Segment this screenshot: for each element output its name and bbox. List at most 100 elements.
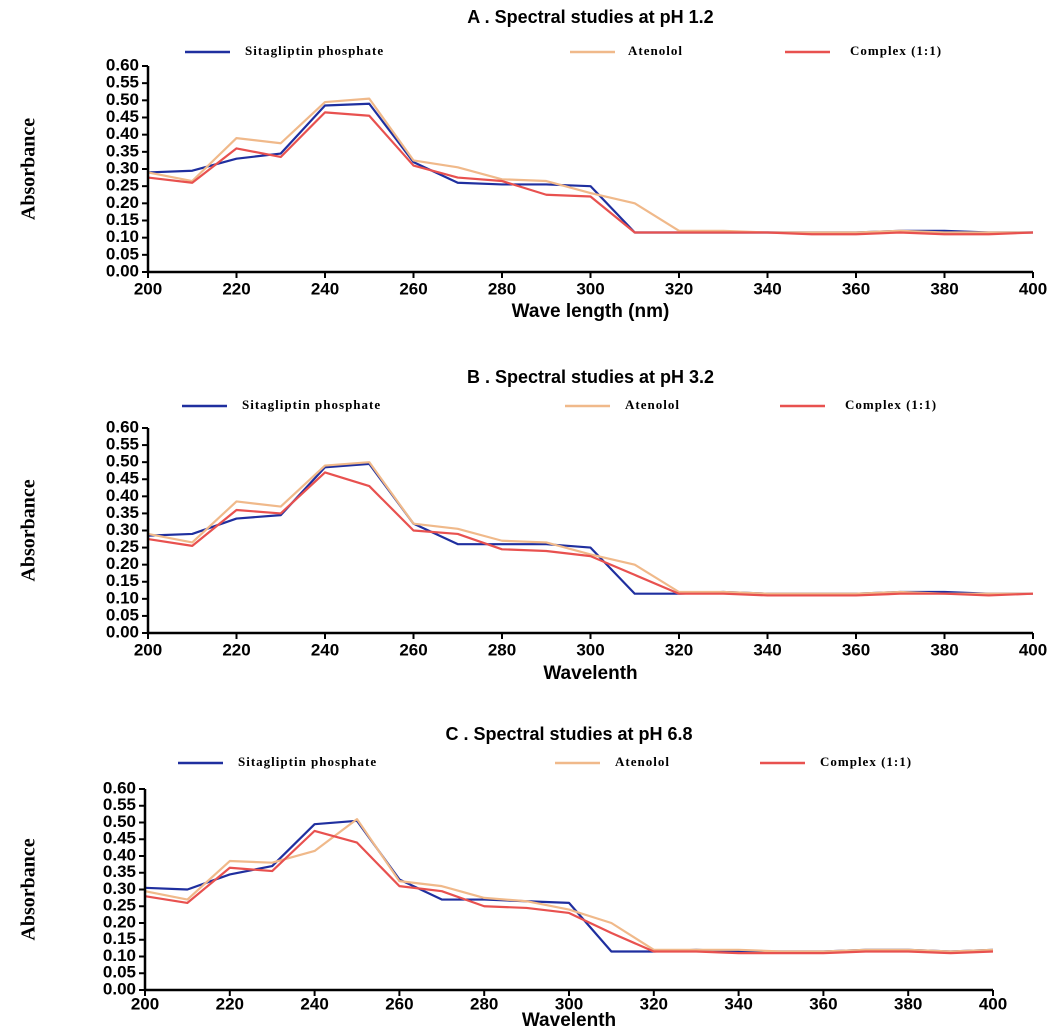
- x-tick-label: 360: [842, 279, 870, 298]
- data-line: [144, 829, 994, 955]
- y-tick-label: 0.10: [106, 588, 139, 607]
- legend-label: Atenolol: [628, 43, 683, 58]
- data-line: [147, 471, 1034, 597]
- y-tick-label: 0.55: [106, 435, 139, 454]
- y-tick-label: 0.10: [106, 227, 139, 246]
- y-tick-label: 0.40: [106, 124, 139, 143]
- legend-label: Sitagliptin phosphate: [242, 397, 381, 412]
- x-tick-label: 220: [222, 279, 250, 298]
- y-tick-label: 0.25: [106, 176, 139, 195]
- x-tick-label: 200: [134, 279, 162, 298]
- data-line: [147, 102, 1033, 234]
- x-tick-label: 220: [222, 640, 250, 659]
- x-tick-label: 260: [399, 279, 427, 298]
- y-tick-label: 0.55: [106, 73, 139, 92]
- x-tick-label: 240: [311, 640, 339, 659]
- y-tick-label: 0.50: [103, 812, 136, 831]
- x-tick-label: 320: [640, 994, 668, 1013]
- y-tick-label: 0.00: [103, 979, 136, 998]
- chart: B . Spectral studies at pH 3.2 Wavelenth A…: [18, 367, 1048, 684]
- y-tick-label: 0.40: [106, 486, 139, 505]
- legend-label: Complex (1:1): [820, 754, 912, 769]
- legend-label: Atenolol: [615, 754, 670, 769]
- chart-title: A . Spectral studies at pH 1.2: [467, 7, 713, 27]
- data-line: [147, 97, 1033, 234]
- y-tick-label: 0.45: [103, 829, 136, 848]
- x-tick-label: 220: [216, 994, 244, 1013]
- chart: A . Spectral studies at pH 1.2 Wave lengt…: [18, 7, 1048, 322]
- x-tick-label: 300: [576, 279, 604, 298]
- y-tick-label: 0.10: [103, 946, 136, 965]
- x-tick-label: 240: [300, 994, 328, 1013]
- y-tick-label: 0.60: [103, 778, 136, 797]
- y-tick-label: 0.20: [106, 554, 139, 573]
- chart-title: C . Spectral studies at pH 6.8: [445, 724, 692, 744]
- chart-title: B . Spectral studies at pH 3.2: [467, 367, 714, 387]
- y-tick-label: 0.30: [103, 879, 136, 898]
- y-tick-label: 0.15: [103, 929, 136, 948]
- y-axis-label: Absorbance: [18, 479, 40, 581]
- legend-label: Sitagliptin phosphate: [238, 754, 377, 769]
- y-tick-label: 0.35: [106, 503, 139, 522]
- y-tick-label: 0.30: [106, 158, 139, 177]
- x-tick-label: 260: [385, 994, 413, 1013]
- y-tick-label: 0.55: [103, 795, 136, 814]
- y-tick-label: 0.15: [106, 210, 139, 229]
- y-tick-label: 0.05: [106, 244, 139, 263]
- y-axis-label: Absorbance: [18, 838, 40, 940]
- legend-label: Complex (1:1): [845, 397, 937, 412]
- x-tick-label: 360: [842, 640, 870, 659]
- y-tick-label: 0.45: [106, 107, 139, 126]
- x-tick-label: 380: [894, 994, 922, 1013]
- y-tick-label: 0.35: [106, 141, 139, 160]
- legend-label: Complex (1:1): [850, 43, 942, 58]
- y-tick-label: 0.00: [106, 261, 139, 280]
- x-tick-label: 280: [488, 640, 516, 659]
- x-axis-label: Wave length (nm): [512, 301, 670, 322]
- x-axis-label: Wavelenth: [522, 1010, 616, 1030]
- y-tick-label: 0.45: [106, 469, 139, 488]
- y-axis-label: Absorbance: [18, 118, 40, 220]
- x-tick-label: 280: [470, 994, 498, 1013]
- y-tick-label: 0.20: [103, 912, 136, 931]
- x-tick-label: 400: [979, 994, 1007, 1013]
- y-tick-label: 0.20: [106, 193, 139, 212]
- legend-label: Atenolol: [625, 397, 680, 412]
- data-line: [147, 462, 1033, 595]
- x-tick-label: 400: [1019, 640, 1047, 659]
- y-tick-label: 0.35: [103, 862, 136, 881]
- y-tick-label: 0.40: [103, 845, 136, 864]
- x-tick-label: 200: [134, 640, 162, 659]
- x-tick-label: 380: [930, 640, 958, 659]
- x-tick-label: 360: [809, 994, 837, 1013]
- data-line: [144, 819, 994, 953]
- y-tick-label: 0.50: [106, 452, 139, 471]
- y-tick-label: 0.60: [106, 55, 139, 74]
- y-tick-label: 0.25: [103, 896, 136, 915]
- x-axis-label: Wavelenth: [543, 663, 637, 684]
- x-tick-label: 200: [131, 994, 159, 1013]
- legend-label: Sitagliptin phosphate: [245, 43, 384, 58]
- x-tick-label: 340: [724, 994, 752, 1013]
- y-tick-label: 0.50: [106, 90, 139, 109]
- x-tick-label: 320: [665, 640, 693, 659]
- data-line: [147, 111, 1034, 236]
- x-tick-label: 340: [753, 279, 781, 298]
- data-line: [147, 461, 1033, 595]
- y-tick-label: 0.25: [106, 537, 139, 556]
- y-tick-label: 0.15: [106, 571, 139, 590]
- x-tick-label: 240: [311, 279, 339, 298]
- y-tick-label: 0.00: [106, 622, 139, 641]
- data-line: [144, 818, 994, 953]
- x-tick-label: 400: [1019, 279, 1047, 298]
- x-tick-label: 320: [665, 279, 693, 298]
- x-tick-label: 260: [399, 640, 427, 659]
- y-tick-label: 0.30: [106, 520, 139, 539]
- y-tick-label: 0.05: [106, 605, 139, 624]
- x-tick-label: 300: [576, 640, 604, 659]
- y-tick-label: 0.60: [106, 417, 139, 436]
- x-tick-label: 280: [488, 279, 516, 298]
- chart: C . Spectral studies at pH 6.8 Wavelenth A…: [18, 724, 1008, 1030]
- x-tick-label: 300: [555, 994, 583, 1013]
